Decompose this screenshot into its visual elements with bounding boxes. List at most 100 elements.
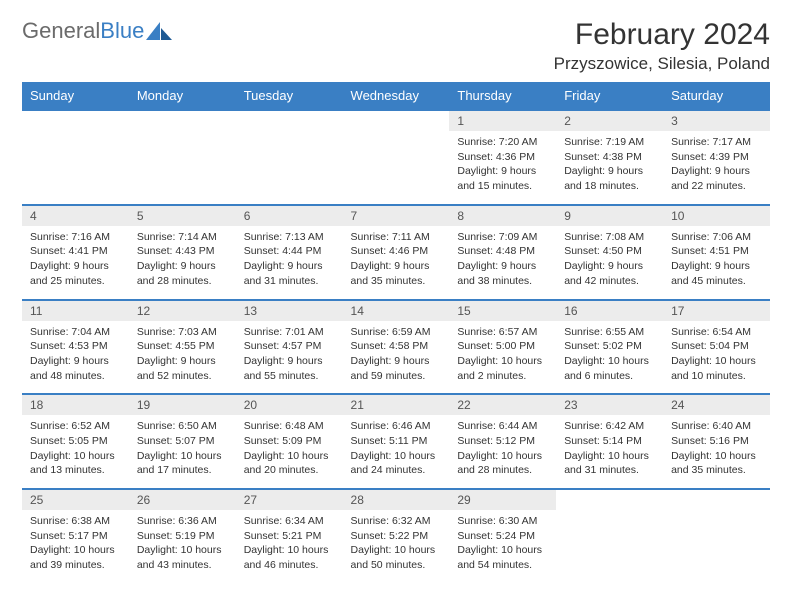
weekday-header: Friday [556, 82, 663, 110]
day-number: 2 [556, 111, 663, 131]
day-number: 7 [343, 206, 450, 226]
day-number: 8 [449, 206, 556, 226]
calendar-cell: 24Sunrise: 6:40 AMSunset: 5:16 PMDayligh… [663, 394, 770, 489]
calendar-cell: 13Sunrise: 7:01 AMSunset: 4:57 PMDayligh… [236, 300, 343, 395]
day-number: 22 [449, 395, 556, 415]
calendar-cell: 17Sunrise: 6:54 AMSunset: 5:04 PMDayligh… [663, 300, 770, 395]
day-details: Sunrise: 6:48 AMSunset: 5:09 PMDaylight:… [236, 415, 343, 488]
day-details: Sunrise: 6:52 AMSunset: 5:05 PMDaylight:… [22, 415, 129, 488]
weekday-header: Thursday [449, 82, 556, 110]
weekday-header: Saturday [663, 82, 770, 110]
day-details: Sunrise: 6:57 AMSunset: 5:00 PMDaylight:… [449, 321, 556, 394]
calendar-cell: 4Sunrise: 7:16 AMSunset: 4:41 PMDaylight… [22, 205, 129, 300]
day-details: Sunrise: 6:46 AMSunset: 5:11 PMDaylight:… [343, 415, 450, 488]
day-number: 29 [449, 490, 556, 510]
calendar-cell: .. [129, 110, 236, 205]
day-number: 1 [449, 111, 556, 131]
day-details: Sunrise: 7:11 AMSunset: 4:46 PMDaylight:… [343, 226, 450, 299]
calendar-cell: 2Sunrise: 7:19 AMSunset: 4:38 PMDaylight… [556, 110, 663, 205]
calendar-cell: 1Sunrise: 7:20 AMSunset: 4:36 PMDaylight… [449, 110, 556, 205]
calendar-row: 25Sunrise: 6:38 AMSunset: 5:17 PMDayligh… [22, 489, 770, 583]
day-details: Sunrise: 6:40 AMSunset: 5:16 PMDaylight:… [663, 415, 770, 488]
weekday-header: Tuesday [236, 82, 343, 110]
calendar-cell: 6Sunrise: 7:13 AMSunset: 4:44 PMDaylight… [236, 205, 343, 300]
day-details: Sunrise: 6:32 AMSunset: 5:22 PMDaylight:… [343, 510, 450, 583]
calendar-cell: .. [556, 489, 663, 583]
calendar-cell: .. [663, 489, 770, 583]
day-number: 10 [663, 206, 770, 226]
logo-sail-icon [146, 22, 172, 40]
day-number: 5 [129, 206, 236, 226]
day-number: 12 [129, 301, 236, 321]
day-details: Sunrise: 6:59 AMSunset: 4:58 PMDaylight:… [343, 321, 450, 394]
day-number: 16 [556, 301, 663, 321]
calendar-cell: 16Sunrise: 6:55 AMSunset: 5:02 PMDayligh… [556, 300, 663, 395]
calendar-cell: .. [343, 110, 450, 205]
day-number: 24 [663, 395, 770, 415]
calendar-cell: 3Sunrise: 7:17 AMSunset: 4:39 PMDaylight… [663, 110, 770, 205]
month-title: February 2024 [554, 18, 770, 52]
calendar-table: SundayMondayTuesdayWednesdayThursdayFrid… [22, 82, 770, 583]
calendar-cell: 18Sunrise: 6:52 AMSunset: 5:05 PMDayligh… [22, 394, 129, 489]
day-number: 13 [236, 301, 343, 321]
calendar-cell: 14Sunrise: 6:59 AMSunset: 4:58 PMDayligh… [343, 300, 450, 395]
calendar-cell: 26Sunrise: 6:36 AMSunset: 5:19 PMDayligh… [129, 489, 236, 583]
day-number: 14 [343, 301, 450, 321]
day-number: 6 [236, 206, 343, 226]
calendar-cell: 8Sunrise: 7:09 AMSunset: 4:48 PMDaylight… [449, 205, 556, 300]
day-details: Sunrise: 7:14 AMSunset: 4:43 PMDaylight:… [129, 226, 236, 299]
day-number: 19 [129, 395, 236, 415]
calendar-cell: 23Sunrise: 6:42 AMSunset: 5:14 PMDayligh… [556, 394, 663, 489]
day-details: Sunrise: 7:08 AMSunset: 4:50 PMDaylight:… [556, 226, 663, 299]
calendar-cell: 15Sunrise: 6:57 AMSunset: 5:00 PMDayligh… [449, 300, 556, 395]
calendar-cell: 10Sunrise: 7:06 AMSunset: 4:51 PMDayligh… [663, 205, 770, 300]
day-number: 17 [663, 301, 770, 321]
title-block: February 2024 Przyszowice, Silesia, Pola… [554, 18, 770, 74]
day-details: Sunrise: 6:36 AMSunset: 5:19 PMDaylight:… [129, 510, 236, 583]
calendar-cell: 19Sunrise: 6:50 AMSunset: 5:07 PMDayligh… [129, 394, 236, 489]
calendar-cell: 12Sunrise: 7:03 AMSunset: 4:55 PMDayligh… [129, 300, 236, 395]
calendar-body: ........1Sunrise: 7:20 AMSunset: 4:36 PM… [22, 110, 770, 583]
day-details: Sunrise: 7:17 AMSunset: 4:39 PMDaylight:… [663, 131, 770, 204]
weekday-header: Monday [129, 82, 236, 110]
day-details: Sunrise: 7:01 AMSunset: 4:57 PMDaylight:… [236, 321, 343, 394]
calendar-row: 11Sunrise: 7:04 AMSunset: 4:53 PMDayligh… [22, 300, 770, 395]
day-number: 27 [236, 490, 343, 510]
calendar-cell: 29Sunrise: 6:30 AMSunset: 5:24 PMDayligh… [449, 489, 556, 583]
weekday-header: Wednesday [343, 82, 450, 110]
day-details: Sunrise: 7:13 AMSunset: 4:44 PMDaylight:… [236, 226, 343, 299]
day-details: Sunrise: 7:20 AMSunset: 4:36 PMDaylight:… [449, 131, 556, 204]
day-number: 15 [449, 301, 556, 321]
header: GeneralBlue February 2024 Przyszowice, S… [22, 18, 770, 74]
day-number: 18 [22, 395, 129, 415]
location: Przyszowice, Silesia, Poland [554, 54, 770, 74]
day-number: 23 [556, 395, 663, 415]
calendar-cell: 27Sunrise: 6:34 AMSunset: 5:21 PMDayligh… [236, 489, 343, 583]
day-details: Sunrise: 7:03 AMSunset: 4:55 PMDaylight:… [129, 321, 236, 394]
calendar-row: 4Sunrise: 7:16 AMSunset: 4:41 PMDaylight… [22, 205, 770, 300]
calendar-row: 18Sunrise: 6:52 AMSunset: 5:05 PMDayligh… [22, 394, 770, 489]
page: GeneralBlue February 2024 Przyszowice, S… [0, 0, 792, 601]
day-number: 28 [343, 490, 450, 510]
day-number: 9 [556, 206, 663, 226]
day-number: 26 [129, 490, 236, 510]
day-details: Sunrise: 6:42 AMSunset: 5:14 PMDaylight:… [556, 415, 663, 488]
day-details: Sunrise: 6:54 AMSunset: 5:04 PMDaylight:… [663, 321, 770, 394]
day-details: Sunrise: 7:19 AMSunset: 4:38 PMDaylight:… [556, 131, 663, 204]
day-details: Sunrise: 6:44 AMSunset: 5:12 PMDaylight:… [449, 415, 556, 488]
day-number: 20 [236, 395, 343, 415]
weekday-row: SundayMondayTuesdayWednesdayThursdayFrid… [22, 82, 770, 110]
calendar-cell: .. [236, 110, 343, 205]
day-number: 25 [22, 490, 129, 510]
day-details: Sunrise: 6:50 AMSunset: 5:07 PMDaylight:… [129, 415, 236, 488]
day-details: Sunrise: 7:09 AMSunset: 4:48 PMDaylight:… [449, 226, 556, 299]
day-details: Sunrise: 7:06 AMSunset: 4:51 PMDaylight:… [663, 226, 770, 299]
calendar-cell: 22Sunrise: 6:44 AMSunset: 5:12 PMDayligh… [449, 394, 556, 489]
day-details: Sunrise: 6:55 AMSunset: 5:02 PMDaylight:… [556, 321, 663, 394]
logo: GeneralBlue [22, 18, 172, 44]
calendar-cell: 21Sunrise: 6:46 AMSunset: 5:11 PMDayligh… [343, 394, 450, 489]
day-details: Sunrise: 6:38 AMSunset: 5:17 PMDaylight:… [22, 510, 129, 583]
calendar-cell: 5Sunrise: 7:14 AMSunset: 4:43 PMDaylight… [129, 205, 236, 300]
calendar-cell: 28Sunrise: 6:32 AMSunset: 5:22 PMDayligh… [343, 489, 450, 583]
weekday-header: Sunday [22, 82, 129, 110]
